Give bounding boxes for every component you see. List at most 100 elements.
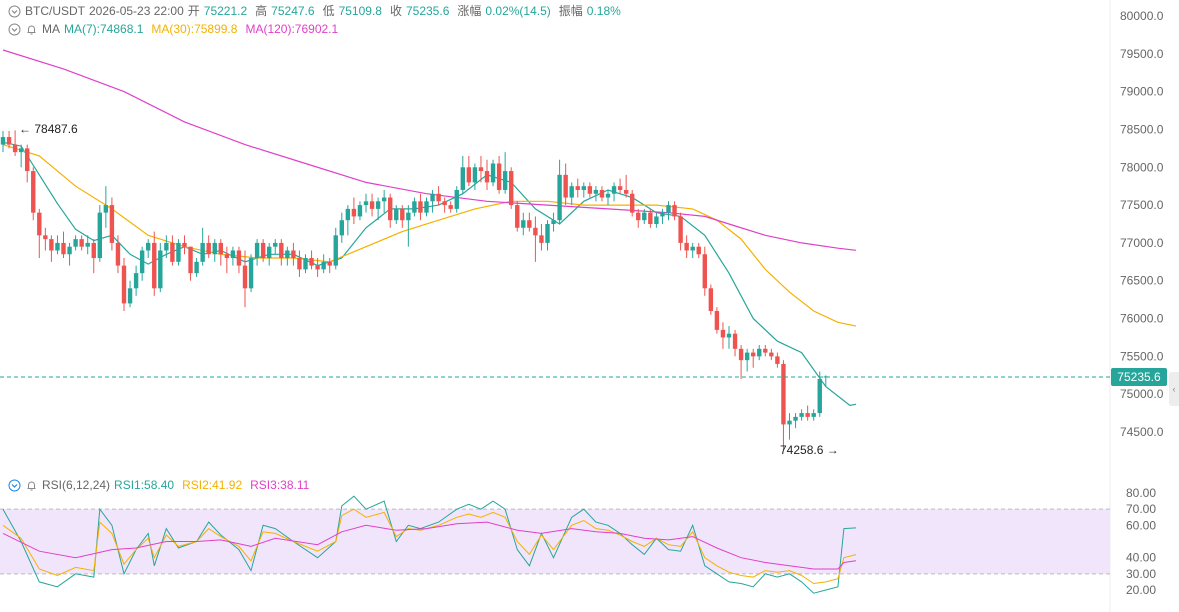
bell-icon[interactable] bbox=[25, 479, 38, 492]
candle-body bbox=[678, 216, 683, 243]
price-axis-tick: 80000.0 bbox=[1120, 9, 1164, 23]
candle-body bbox=[787, 420, 792, 425]
candle-body bbox=[575, 186, 580, 190]
candle-body bbox=[315, 265, 320, 270]
candle-body bbox=[43, 235, 48, 240]
candle-body bbox=[200, 242, 205, 262]
rsi3-value: RSI3:38.11 bbox=[250, 478, 310, 492]
price-axis-tick: 75000.0 bbox=[1120, 387, 1164, 401]
candle-body bbox=[73, 239, 78, 247]
candle-body bbox=[484, 171, 490, 183]
candle-body bbox=[599, 189, 605, 198]
candle-body bbox=[823, 376, 828, 378]
candle-body bbox=[182, 242, 187, 247]
candle-body bbox=[763, 348, 768, 353]
candle-body bbox=[146, 242, 151, 251]
candle-body bbox=[660, 212, 665, 217]
candle-body bbox=[388, 197, 393, 221]
ma-legend: MA MA(7):74868.1 MA(30):75899.8 MA(120):… bbox=[8, 21, 342, 37]
candle-body bbox=[6, 137, 12, 145]
candle-body bbox=[345, 208, 351, 221]
ma120-value: MA(120):76902.1 bbox=[245, 22, 339, 36]
high-value: 75247.6 bbox=[271, 4, 315, 18]
candle-body bbox=[654, 216, 659, 224]
candle-body bbox=[206, 242, 211, 255]
candle-body bbox=[611, 186, 617, 194]
ma-series-line bbox=[2, 144, 857, 327]
candle-body bbox=[515, 205, 520, 228]
candle-body bbox=[587, 186, 593, 194]
candle-body bbox=[696, 246, 701, 255]
datetime-label: 2026-05-23 22:00 bbox=[89, 4, 184, 18]
candle-body bbox=[321, 261, 326, 270]
candle-body bbox=[581, 186, 586, 190]
candle-body bbox=[490, 163, 496, 183]
candle-body bbox=[236, 250, 242, 266]
amplitude-value: 0.18% bbox=[586, 4, 621, 18]
candle-body bbox=[448, 205, 453, 209]
candle-body bbox=[85, 242, 90, 247]
candle-body bbox=[291, 250, 296, 259]
candle-body bbox=[539, 235, 544, 243]
candle-body bbox=[218, 242, 223, 255]
candle-body bbox=[152, 242, 157, 289]
candle-body bbox=[775, 356, 780, 364]
rsi-axis-tick: 30.00 bbox=[1126, 567, 1156, 581]
candle-body bbox=[569, 186, 574, 198]
candle-body bbox=[164, 242, 169, 251]
chevron-down-icon[interactable] bbox=[8, 479, 21, 492]
candle-body bbox=[115, 242, 121, 266]
candle-body bbox=[375, 201, 381, 209]
candle-body bbox=[303, 258, 308, 270]
candle-body bbox=[121, 265, 127, 304]
candle-body bbox=[224, 254, 230, 259]
candle-body bbox=[309, 258, 314, 266]
candle-body bbox=[557, 174, 562, 221]
candle-body bbox=[158, 250, 163, 289]
candle-body bbox=[454, 189, 459, 209]
candle-body bbox=[242, 265, 248, 289]
candle-body bbox=[738, 348, 744, 361]
candle-body bbox=[170, 242, 175, 262]
candle-body bbox=[212, 242, 217, 255]
candle-body bbox=[757, 348, 762, 357]
candle-body bbox=[12, 144, 18, 153]
rsi1-value: RSI1:58.40 bbox=[114, 478, 175, 492]
chevron-down-icon[interactable] bbox=[8, 23, 21, 36]
close-value: 75235.6 bbox=[405, 4, 450, 18]
rsi-legend: RSI(6,12,24) RSI1:58.40 RSI2:41.92 RSI3:… bbox=[8, 477, 313, 493]
low-price-annotation: 74258.6 → bbox=[780, 443, 839, 457]
candle-body bbox=[327, 261, 332, 266]
candle-body bbox=[25, 148, 30, 172]
candle-body bbox=[31, 171, 36, 213]
candle-body bbox=[545, 224, 550, 243]
candle-body bbox=[97, 212, 102, 259]
ma-series-line bbox=[2, 49, 857, 251]
bell-icon[interactable] bbox=[25, 23, 38, 36]
candle-body bbox=[533, 227, 538, 236]
price-axis-tick: 76000.0 bbox=[1120, 312, 1164, 326]
candle-body bbox=[684, 242, 689, 251]
ohlc-legend: BTC/USDT 2026-05-23 22:00 开 75221.2 高 75… bbox=[8, 3, 625, 19]
candle-body bbox=[751, 352, 756, 357]
rsi-axis-tick: 70.00 bbox=[1126, 502, 1156, 516]
candle-body bbox=[406, 212, 411, 221]
candle-body bbox=[430, 193, 435, 202]
current-price-tag: 75235.6 bbox=[1111, 368, 1167, 386]
candle-body bbox=[254, 242, 260, 259]
candle-body bbox=[720, 329, 726, 338]
candle-body bbox=[527, 220, 532, 228]
candle-body bbox=[781, 363, 786, 425]
ma30-value: MA(30):75899.8 bbox=[151, 22, 238, 36]
candle-body bbox=[732, 333, 738, 349]
candle-body bbox=[672, 205, 677, 217]
ma-series-line bbox=[2, 141, 857, 407]
candle-body bbox=[339, 220, 344, 236]
candle-body bbox=[702, 254, 707, 289]
candle-body bbox=[103, 205, 109, 213]
price-axis-tick: 75500.0 bbox=[1120, 349, 1164, 363]
chevron-down-icon[interactable] bbox=[8, 5, 21, 18]
axis-scroll-handle[interactable]: ‹ bbox=[1169, 372, 1179, 406]
candle-body bbox=[793, 416, 798, 421]
